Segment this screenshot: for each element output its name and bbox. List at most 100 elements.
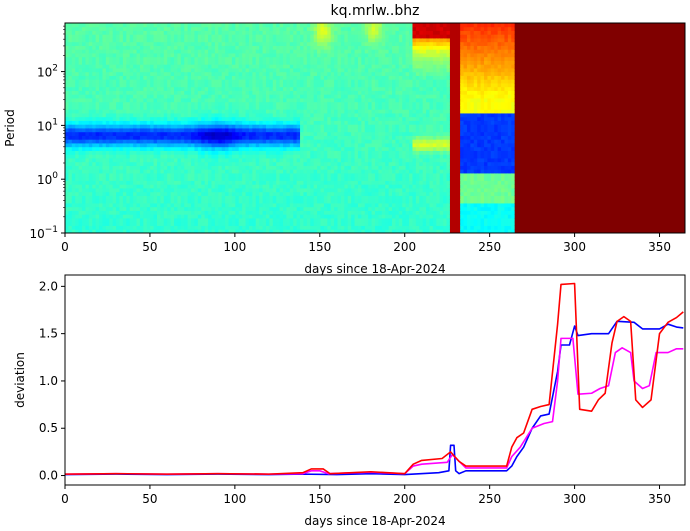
heatmap-cell (248, 203, 253, 208)
heatmap-cell (153, 214, 158, 219)
heatmap-cell (317, 135, 321, 140)
heatmap-cell (156, 180, 161, 185)
heatmap-cell (163, 139, 168, 144)
heatmap-cell (225, 135, 229, 140)
heatmap-cell (337, 225, 342, 230)
heatmap-cell (368, 229, 373, 234)
heatmap-cell (116, 98, 120, 103)
heatmap-cell (262, 165, 267, 170)
heatmap-cell (160, 206, 165, 211)
heatmap-cell (340, 60, 345, 65)
heatmap-cell (347, 49, 352, 54)
heatmap-cell (354, 210, 359, 215)
heatmap-cell (99, 176, 103, 181)
heatmap-cell (208, 109, 212, 114)
heatmap-cell (95, 143, 100, 148)
heatmap-cell (102, 105, 107, 110)
heatmap-cell (242, 26, 246, 31)
heatmap-cell (99, 53, 103, 58)
heatmap-cell (248, 229, 253, 234)
heatmap-cell (153, 68, 158, 73)
heatmap-cell (276, 180, 281, 185)
heatmap-cell (303, 86, 308, 91)
heatmap-cell (126, 188, 131, 193)
heatmap-cell (92, 154, 97, 159)
heatmap-cell (180, 83, 185, 88)
heatmap-cell (214, 218, 219, 223)
heatmap-cell (218, 146, 223, 151)
heatmap-cell (201, 56, 206, 61)
heatmap-cell (320, 120, 325, 125)
heatmap-cell (272, 158, 277, 163)
heatmap-cell (313, 101, 318, 106)
heatmap-cell (136, 173, 141, 178)
heatmap-cell (160, 120, 165, 125)
heatmap-cell (197, 41, 202, 46)
heatmap-cell (310, 229, 315, 234)
heatmap-cell (204, 180, 209, 185)
heatmap-cell (357, 94, 362, 99)
heatmap-cell (327, 105, 332, 110)
heatmap-cell (197, 101, 202, 106)
heatmap-cell (238, 173, 243, 178)
heatmap-cell (75, 210, 80, 215)
heatmap-cell (272, 206, 277, 211)
heatmap-cell (303, 34, 308, 39)
heatmap-cell (204, 225, 209, 230)
heatmap-cell (248, 116, 253, 121)
heatmap-cell (300, 98, 304, 103)
heatmap-cell (259, 86, 264, 91)
heatmap-cell (340, 199, 345, 204)
heatmap-cell (231, 120, 236, 125)
heatmap-cell (252, 34, 257, 39)
heatmap-cell (344, 68, 349, 73)
heatmap-cell (242, 23, 246, 28)
heatmap-cell (208, 180, 212, 185)
heatmap-cell (122, 79, 127, 84)
heatmap-cell (191, 229, 195, 234)
heatmap-cell (364, 199, 369, 204)
heatmap-cell (361, 34, 366, 39)
heatmap-cell (102, 191, 107, 196)
heatmap-cell (293, 124, 298, 129)
heatmap-cell (153, 120, 158, 125)
heatmap-cell (88, 34, 93, 39)
heatmap-cell (126, 41, 131, 46)
heatmap-cell (136, 180, 141, 185)
heatmap-cell (320, 173, 325, 178)
heatmap-cell (283, 101, 287, 106)
heatmap-cell (330, 169, 335, 174)
heatmap-cell (75, 120, 80, 125)
heatmap-cell (170, 184, 175, 189)
heatmap-cell (323, 94, 328, 99)
heatmap-cell (351, 53, 356, 58)
heatmap-cell (354, 214, 359, 219)
heatmap-cell (163, 146, 168, 151)
heatmap-cell (225, 64, 229, 69)
heatmap-cell (95, 229, 100, 234)
heatmap-cell (296, 128, 301, 133)
heatmap-cell (334, 203, 338, 208)
heatmap-cell (160, 68, 165, 73)
heatmap-cell (122, 45, 127, 50)
heatmap-cell (238, 135, 243, 140)
heatmap-cell (327, 161, 332, 166)
heatmap-cell (65, 49, 69, 54)
heatmap-cell (116, 101, 120, 106)
heatmap-cell (231, 38, 236, 43)
heatmap-cell (143, 86, 148, 91)
heatmap-cell (306, 188, 311, 193)
heatmap-cell (334, 169, 338, 174)
heatmap-cell (327, 128, 332, 133)
heatmap-cell (163, 203, 168, 208)
heatmap-cell (357, 146, 362, 151)
heatmap-cell (296, 41, 301, 46)
heatmap-cell (68, 53, 73, 58)
heatmap-cell (71, 79, 76, 84)
heatmap-cell (71, 64, 76, 69)
heatmap-cell (293, 45, 298, 50)
heatmap-cell (136, 86, 141, 91)
heatmap-cell (68, 165, 73, 170)
heatmap-cell (357, 26, 362, 31)
heatmap-cell (272, 94, 277, 99)
